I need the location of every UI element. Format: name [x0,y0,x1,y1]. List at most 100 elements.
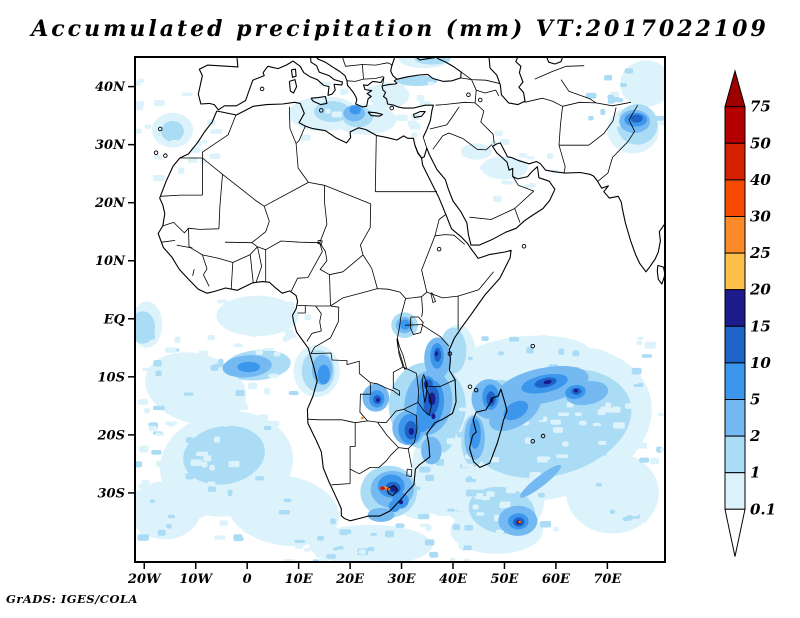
precip-speckle [450,557,456,562]
precip-speckle [588,115,594,121]
precip-speckle [182,505,193,510]
country-border [382,77,385,86]
country-border [319,242,330,276]
precip-speckle [159,500,167,506]
precip-speckle [304,314,312,321]
country-border [425,379,456,388]
precip-speckle [135,128,142,134]
precip-speckle [502,180,513,185]
precip-speckle [397,90,409,98]
precip-speckle [226,510,236,517]
country-border [310,352,371,383]
precip-speckle [411,132,418,138]
country-border [377,408,404,424]
precip-speckle [455,473,468,479]
precip-speckle [639,457,650,463]
precip-speckle [490,448,501,454]
precip-speckle [652,83,662,90]
precip-speckle [247,382,258,390]
grads-credit: GrADS: IGES/COLA [6,592,138,606]
precip-speckle [458,407,468,412]
precip-speckle [263,425,272,431]
precip-speckle [252,301,260,308]
country-border [362,254,378,289]
colorbar-segment [724,106,746,144]
precip-speckle [214,429,225,435]
precip-speckle [453,455,459,461]
colorbar-segment [724,399,746,437]
precip-blob [398,500,404,505]
precip-speckle [467,356,473,361]
country-border [421,324,450,347]
precip-speckle [197,424,206,429]
precip-speckle [152,174,165,182]
precip-speckle [486,491,495,497]
precip-speckle [579,420,587,426]
country-border [330,288,406,307]
precip-speckle [573,459,583,464]
coastline [290,68,297,78]
island-dot [473,387,479,393]
precip-speckle [626,515,633,521]
precip-speckle [476,512,485,516]
precip-speckle [174,512,180,518]
map-inner [135,57,665,562]
country-border-layer [160,57,639,497]
colorbar-label: 0.1 [750,500,776,518]
precip-speckle [290,518,297,523]
precip-speckle [641,354,653,358]
coastline [412,111,426,118]
colorbar-segment [724,362,746,400]
precip-speckle [153,360,162,367]
precip-speckle [222,419,230,427]
precip-speckle [446,438,455,445]
x-tick-label: 20W [127,572,162,587]
precip-speckle [660,447,665,452]
colorbar-label: 50 [750,134,771,152]
precip-speckle [534,414,544,421]
precip-speckle [209,153,221,159]
precip-speckle [172,115,180,122]
precip-speckle [174,336,181,343]
country-border [514,208,521,223]
x-tick-label: 10E [285,572,314,587]
precip-speckle [548,342,557,349]
coastline [197,57,343,111]
lake-outline [396,338,408,370]
country-border [403,402,419,410]
precip-speckle [159,385,165,389]
precip-speckle [253,512,260,517]
precip-speckle [207,486,217,492]
precip-speckle [172,524,183,532]
country-border [421,235,436,293]
precip-speckle [578,505,590,512]
precip-speckle [147,525,155,531]
x-tick-label: 10W [179,572,213,587]
precip-speckle [553,427,564,433]
y-tick-label: 20S [97,428,125,443]
precip-speckle [156,460,163,468]
precip-speckle [524,437,532,444]
precip-speckle [627,427,638,434]
precip-blob [399,319,411,330]
precip-speckle [213,436,221,443]
country-border [457,271,494,297]
country-border [534,65,585,80]
precip-speckle [523,184,530,189]
precip-speckle [622,509,632,513]
country-border [469,190,535,220]
country-border [474,89,500,103]
precip-speckle [367,547,375,552]
precip-speckle [457,506,467,512]
y-tick-label: 20N [94,196,126,211]
precip-speckle [336,546,344,550]
precip-speckle [214,363,226,368]
country-border [307,418,378,424]
coastline [468,388,508,468]
precip-speckle [490,363,500,368]
coastline [488,57,526,106]
coastline [288,79,298,94]
precip-speckle [269,420,280,427]
country-border [188,174,223,230]
